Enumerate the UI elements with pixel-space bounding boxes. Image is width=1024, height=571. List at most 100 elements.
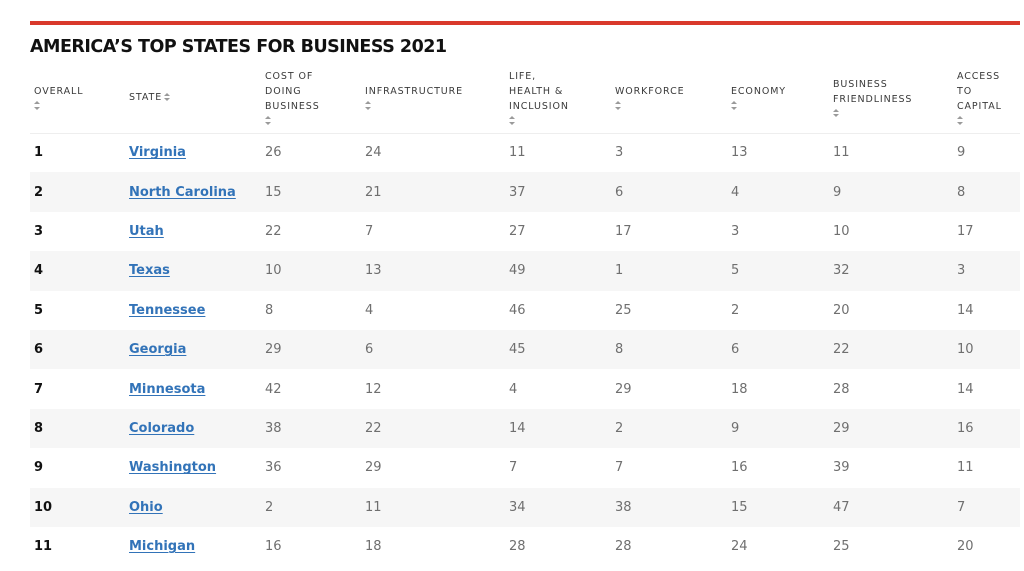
overall-rank-cell: 10 [34, 499, 53, 515]
life-health-inclusion-cell: 4 [509, 381, 518, 397]
state-link[interactable]: Virginia [129, 145, 186, 161]
infrastructure-cell: 18 [365, 539, 382, 555]
cost-of-doing-business-cell: 15 [265, 184, 282, 200]
sort-arrows-icon[interactable] [265, 116, 271, 126]
business-friendliness-cell: 32 [833, 263, 850, 279]
column-header-label: OVERALL [34, 86, 84, 98]
life-health-inclusion-cell: 37 [509, 184, 526, 200]
sort-arrows-icon[interactable] [365, 101, 371, 111]
overall-rank-cell: 1 [34, 145, 44, 161]
table-row: 6 Georgia 29 6 45 8 6 22 10 [30, 329, 1020, 370]
table-row: 11 Michigan 16 18 28 28 24 25 20 [30, 527, 1020, 566]
workforce-cell: 7 [615, 460, 624, 476]
infrastructure-cell: 12 [365, 381, 382, 397]
column-header-life-health-inclusion[interactable]: LIFE, HEALTH & INCLUSION [505, 63, 611, 134]
state-link[interactable]: Texas [129, 263, 170, 279]
column-header-label: ECONOMY [731, 86, 786, 98]
workforce-cell: 25 [615, 302, 632, 318]
economy-cell: 3 [731, 223, 740, 239]
economy-cell: 6 [731, 342, 740, 358]
state-link[interactable]: Colorado [129, 420, 195, 436]
sort-arrows-icon[interactable] [615, 101, 621, 111]
access-to-capital-cell: 9 [957, 145, 966, 161]
access-to-capital-cell: 10 [957, 342, 974, 358]
table-row: 5 Tennessee 8 4 46 25 2 20 14 [30, 291, 1020, 330]
business-friendliness-cell: 9 [833, 184, 842, 200]
business-friendliness-cell: 29 [833, 420, 850, 436]
workforce-cell: 2 [615, 420, 624, 436]
overall-rank-cell: 2 [34, 184, 44, 200]
overall-rank-cell: 5 [34, 302, 44, 318]
infrastructure-cell: 24 [365, 145, 382, 161]
workforce-cell: 28 [615, 539, 632, 555]
column-header-business-friendliness[interactable]: BUSINESS FRIENDLINESS [829, 63, 953, 134]
business-friendliness-cell: 25 [833, 539, 850, 555]
column-header-economy[interactable]: ECONOMY [727, 63, 829, 134]
state-link[interactable]: Ohio [129, 499, 163, 515]
life-health-inclusion-cell: 45 [509, 342, 526, 358]
infrastructure-cell: 22 [365, 420, 382, 436]
sort-arrows-icon[interactable] [833, 108, 839, 119]
business-friendliness-cell: 22 [833, 342, 850, 358]
state-link[interactable]: Georgia [129, 342, 187, 358]
infrastructure-cell: 6 [365, 342, 374, 358]
infrastructure-cell: 7 [365, 223, 374, 239]
overall-rank-cell: 8 [34, 420, 44, 436]
business-friendliness-cell: 11 [833, 145, 850, 161]
state-link[interactable]: Tennessee [129, 302, 206, 318]
column-header-workforce[interactable]: WORKFORCE [611, 63, 727, 134]
infrastructure-cell: 29 [365, 460, 382, 476]
life-health-inclusion-cell: 14 [509, 420, 526, 436]
table-row: 10 Ohio 2 11 34 38 15 47 7 [30, 487, 1020, 527]
cost-of-doing-business-cell: 42 [265, 381, 282, 397]
cost-of-doing-business-cell: 36 [265, 460, 282, 476]
overall-rank-cell: 4 [34, 263, 44, 279]
table-row: 4 Texas 10 13 49 1 5 32 3 [30, 251, 1020, 291]
state-cell: Michigan [125, 527, 261, 566]
overall-rank-cell: 6 [34, 342, 44, 358]
workforce-cell: 29 [615, 381, 632, 397]
economy-cell: 13 [731, 145, 748, 161]
column-header-label: WORKFORCE [615, 86, 685, 98]
sort-arrows-icon[interactable] [957, 116, 963, 126]
cost-of-doing-business-cell: 2 [265, 499, 274, 515]
state-link[interactable]: North Carolina [129, 184, 236, 200]
access-to-capital-cell: 20 [957, 539, 974, 555]
column-header-cost-of-doing-business[interactable]: COST OF DOING BUSINESS [261, 63, 361, 134]
state-link[interactable]: Minnesota [129, 381, 206, 397]
sort-arrows-icon[interactable] [164, 92, 171, 103]
sort-arrows-icon[interactable] [34, 101, 40, 111]
cost-of-doing-business-cell: 38 [265, 420, 282, 436]
access-to-capital-cell: 14 [957, 381, 974, 397]
column-header-access-to-capital[interactable]: ACCESS TO CAPITAL [953, 63, 1020, 134]
workforce-cell: 38 [615, 499, 632, 515]
economy-cell: 5 [731, 263, 740, 279]
cost-of-doing-business-cell: 29 [265, 342, 282, 358]
life-health-inclusion-cell: 11 [509, 145, 526, 161]
state-cell: Ohio [125, 488, 261, 527]
state-link[interactable]: Michigan [129, 539, 196, 555]
economy-cell: 2 [731, 302, 740, 318]
state-cell: Washington [125, 448, 261, 487]
cost-of-doing-business-cell: 26 [265, 145, 282, 161]
life-health-inclusion-cell: 7 [509, 460, 518, 476]
overall-rank-cell: 7 [34, 381, 44, 397]
column-header-overall[interactable]: OVERALL [30, 63, 125, 134]
overall-rank-cell: 3 [34, 223, 44, 239]
column-header-infrastructure[interactable]: INFRASTRUCTURE [361, 63, 505, 134]
access-to-capital-cell: 8 [957, 184, 966, 200]
life-health-inclusion-cell: 34 [509, 499, 526, 515]
column-header-label: DOING [265, 86, 302, 98]
table-row: 9 Washington 36 29 7 7 16 39 11 [30, 448, 1020, 487]
column-header-state[interactable]: STATE [125, 63, 261, 134]
state-cell: Texas [125, 251, 261, 290]
infrastructure-cell: 21 [365, 184, 382, 200]
sort-arrows-icon[interactable] [731, 101, 737, 111]
cost-of-doing-business-cell: 16 [265, 539, 282, 555]
column-header-label: INCLUSION [509, 101, 569, 113]
state-link[interactable]: Washington [129, 460, 217, 476]
infrastructure-cell: 11 [365, 499, 382, 515]
table-row: 2 North Carolina 15 21 37 6 4 9 8 [30, 172, 1020, 212]
sort-arrows-icon[interactable] [509, 116, 515, 126]
state-link[interactable]: Utah [129, 223, 164, 239]
